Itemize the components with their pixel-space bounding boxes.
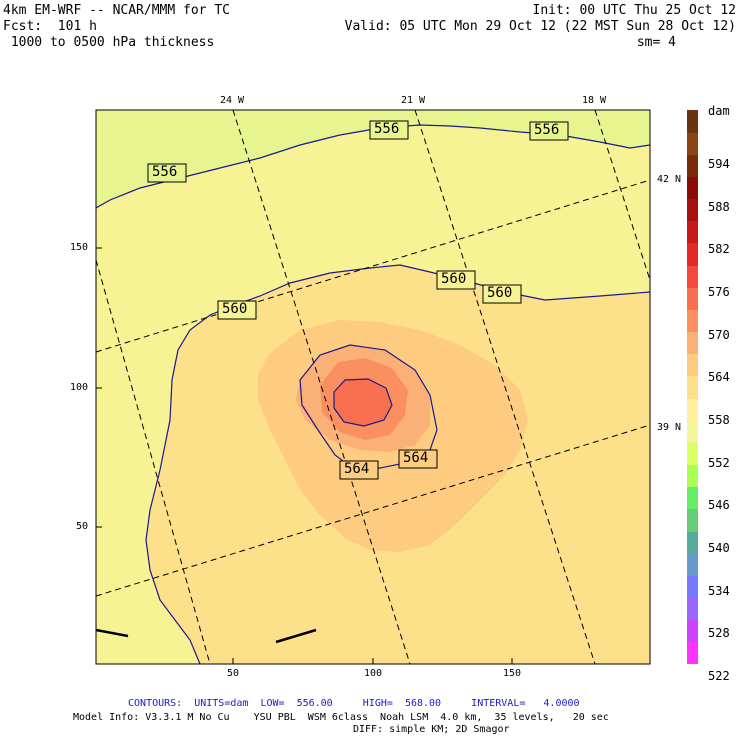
x-tick-label: 50 [227, 668, 240, 679]
colorbar-label: 522 [708, 669, 730, 683]
lon-label-24w: 24 W [220, 95, 245, 106]
field-region-572 [334, 379, 392, 426]
contour-label: 556 [374, 121, 400, 137]
colorbar-label: 546 [708, 498, 730, 513]
colorbar-swatch [687, 331, 698, 355]
contour-label-boxes [147, 120, 569, 480]
contour-label-box [482, 284, 522, 304]
colorbar-swatch [687, 508, 698, 532]
colorbar-swatch [687, 309, 698, 333]
colorbar-swatch [687, 420, 698, 443]
lon-label-18w: 18 W [582, 95, 607, 106]
colorbar-swatch [687, 132, 698, 155]
colorbar-label: 576 [708, 285, 730, 299]
parallel-39n [96, 424, 650, 597]
contour-label: 564 [403, 450, 429, 466]
valid-time: Valid: 05 UTC Mon 29 Oct 12 (22 MST Sun … [344, 19, 736, 34]
colorbar-swatch [687, 265, 698, 288]
colorbar-swatch [687, 486, 698, 510]
contour-label: 556 [152, 164, 178, 180]
contours-info: CONTOURS: UNITS=dam LOW= 556.00 HIGH= 56… [128, 698, 580, 709]
model-title: 4km EM-WRF -- NCAR/MMM for TC [3, 3, 230, 18]
y-tick-label: 100 [70, 382, 89, 393]
model-info: Model Info: V3.3.1 M No Cu YSU PBL WSM 6… [73, 712, 609, 723]
colorbar-label: 558 [708, 413, 730, 427]
colorbar-swatch [687, 154, 698, 177]
contour-label: 560 [487, 285, 513, 301]
axis-ticks [96, 247, 513, 664]
colorbar-swatch [687, 110, 698, 133]
contour-568 [333, 378, 393, 427]
contour-label-box [147, 163, 187, 183]
contour-label: 556 [534, 122, 560, 138]
contour-label-box [369, 120, 409, 140]
contour-label-box [339, 460, 379, 480]
colorbar-label: 570 [708, 327, 730, 342]
colorbar-swatch [687, 531, 698, 554]
x-tick-label: 150 [503, 668, 522, 679]
lon-label-21w: 21 W [401, 95, 426, 106]
diff-info: DIFF: simple KM; 2D Smagor [353, 724, 510, 735]
colorbar-swatch [687, 353, 698, 377]
y-tick-label: 50 [76, 521, 89, 532]
y-tick-label: 150 [70, 242, 89, 253]
contour-label-box [529, 121, 569, 141]
coastline-fragment [275, 628, 317, 644]
field-region-556 [96, 110, 650, 208]
meridian-21w [414, 110, 596, 664]
coastline-fragment [96, 628, 129, 638]
colorbar-swatch [687, 597, 698, 621]
meridian-24w [232, 110, 411, 664]
contour-label: 560 [222, 301, 248, 317]
contour-label-box [398, 449, 438, 469]
colorbar-label: 594 [708, 157, 730, 171]
colorbar-label: 534 [708, 583, 730, 598]
filled-field [96, 110, 650, 664]
x-tick-label: 100 [364, 668, 383, 679]
contour-label: 564 [344, 461, 370, 477]
colorbar-label: 528 [708, 626, 730, 641]
contour-label-box [217, 300, 257, 320]
colorbar-label: 588 [708, 199, 730, 214]
lat-label-42n: 42 N [657, 174, 682, 185]
colorbar-swatch [687, 442, 698, 466]
colorbar-label: 582 [708, 242, 730, 257]
colorbar-swatch [687, 619, 698, 643]
colorbar-swatch [687, 641, 698, 665]
graticule [96, 110, 650, 664]
colorbar-swatch [687, 375, 698, 399]
lat-label-39n: 39 N [657, 422, 682, 433]
colorbar-swatch [687, 242, 698, 266]
colorbar-swatch [687, 176, 698, 200]
field-region-560 [96, 110, 650, 664]
field-name: 1000 to 0500 hPa thickness [3, 35, 215, 50]
parallel-42n [96, 179, 650, 353]
colorbar-label: 540 [708, 541, 730, 555]
colorbar-swatch [687, 575, 698, 599]
colorbar-swatch [687, 553, 698, 576]
contour-label: 560 [441, 271, 467, 287]
forecast-hour: Fcst: 101 h [3, 19, 97, 34]
colorbar-swatch [687, 220, 698, 244]
colorbar-swatch [687, 287, 698, 310]
smoothing: sm= 4 [636, 35, 676, 50]
colorbar-label: 564 [708, 370, 730, 385]
colorbar-swatch [687, 198, 698, 222]
colorbar-unit: dam [708, 104, 730, 118]
colorbar-swatch [687, 464, 698, 488]
contour-label-box [436, 270, 476, 290]
colorbar-swatch [687, 398, 698, 421]
init-time: Init: 00 UTC Thu 25 Oct 12 [532, 3, 737, 18]
colorbar-label: 552 [708, 455, 730, 470]
